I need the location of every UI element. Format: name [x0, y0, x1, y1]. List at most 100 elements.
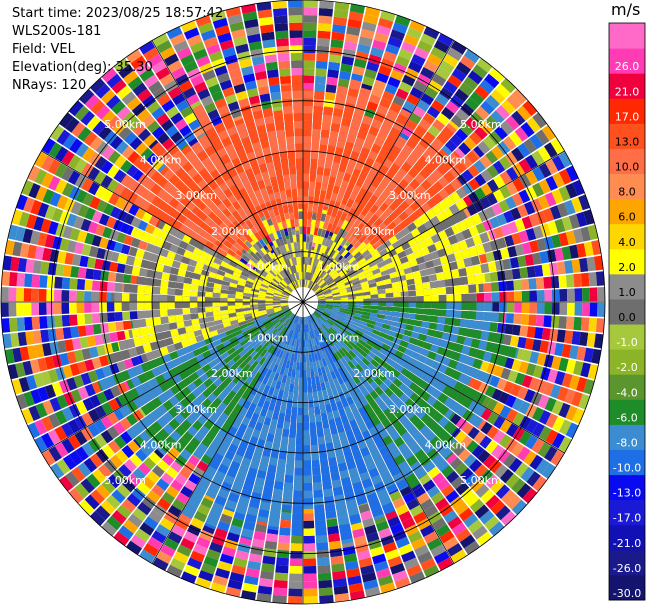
noise-gate [506, 291, 515, 302]
noise-gate [113, 408, 126, 421]
noise-gate [366, 101, 379, 112]
noise-gate [504, 438, 518, 453]
noise-gate [34, 246, 45, 260]
noise-gate [54, 276, 63, 289]
noise-gate [343, 553, 358, 563]
noise-gate [31, 288, 40, 302]
noise-gate [446, 470, 460, 484]
noise-gate [516, 483, 532, 499]
noise-gate [114, 196, 127, 209]
noise-gate [84, 313, 93, 325]
noise-gate [46, 302, 55, 315]
noise-gate [499, 120, 514, 136]
noise-gate [59, 112, 74, 129]
noise-gate [435, 497, 449, 511]
noise-gate [550, 138, 565, 155]
noise-gate [53, 289, 62, 302]
noise-gate [520, 278, 530, 290]
noise-gate [99, 281, 108, 292]
noise-gate [460, 122, 474, 137]
noise-gate [244, 575, 259, 586]
noise-gate [593, 255, 604, 271]
noise-gate [94, 367, 106, 380]
noise-gate [528, 213, 540, 227]
noise-gate [31, 274, 41, 288]
noise-gate [467, 426, 480, 440]
noise-gate [115, 140, 129, 155]
noise-gate [505, 313, 515, 324]
noise-gate [376, 567, 391, 579]
noise-gate [227, 579, 243, 590]
noise-gate [526, 326, 536, 339]
velocity-gate [303, 151, 311, 159]
noise-gate [116, 232, 127, 244]
noise-gate [471, 379, 483, 391]
noise-gate [100, 175, 113, 189]
noise-gate [40, 155, 55, 172]
noise-gate [441, 106, 455, 120]
noise-gate [34, 169, 48, 185]
noise-gate [113, 531, 130, 546]
noise-gate [423, 60, 439, 73]
noise-gate [73, 216, 85, 230]
noise-gate [40, 371, 52, 386]
noise-gate [118, 464, 132, 478]
noise-gate [100, 323, 110, 334]
noise-gate [480, 489, 495, 504]
noise-gate [557, 386, 569, 402]
noise-gate [537, 394, 550, 409]
noise-gate [79, 336, 89, 349]
noise-gate [535, 314, 545, 327]
noise-gate [33, 216, 45, 231]
noise-gate [91, 313, 101, 324]
noise-gate [303, 22, 317, 31]
noise-gate [381, 90, 395, 102]
noise-gate [290, 543, 303, 552]
noise-gate [268, 76, 280, 86]
noise-gate [507, 221, 519, 234]
noise-gate [427, 53, 443, 67]
noise-gate [84, 291, 92, 302]
velocity-gate [309, 181, 316, 190]
noise-gate [470, 478, 485, 493]
noise-gate [518, 430, 532, 446]
noise-gate [143, 543, 159, 557]
noise-gate [439, 503, 454, 517]
noise-gate [521, 242, 532, 255]
noise-gate [572, 408, 585, 425]
noise-gate [586, 256, 596, 272]
noise-gate [51, 381, 64, 397]
noise-gate [54, 146, 69, 162]
noise-gate [127, 513, 143, 528]
noise-gate [399, 485, 412, 497]
noise-gate [48, 142, 62, 158]
noise-gate [90, 510, 106, 526]
velocity-gate [320, 129, 330, 138]
noise-gate [166, 564, 183, 578]
noise-gate [480, 100, 495, 115]
noise-gate [107, 150, 121, 164]
noise-gate [390, 522, 404, 535]
velocity-gate [303, 218, 308, 227]
noise-gate [485, 150, 499, 164]
noise-gate [91, 302, 100, 313]
noise-gate [576, 376, 588, 393]
noise-gate [430, 491, 445, 505]
noise-gate [328, 61, 341, 71]
noise-gate [193, 510, 208, 523]
noise-gate [67, 170, 81, 185]
noise-gate [73, 374, 85, 388]
noise-gate [479, 510, 495, 525]
noise-gate [474, 85, 490, 100]
noise-gate [123, 459, 138, 473]
noise-gate [496, 213, 508, 226]
noise-gate [288, 588, 303, 597]
noise-gate [147, 536, 163, 551]
noise-gate [156, 550, 173, 565]
noise-gate [12, 241, 23, 257]
noise-gate [8, 271, 18, 287]
noise-gate [523, 138, 537, 154]
noise-gate [519, 267, 529, 279]
noise-gate [94, 405, 107, 419]
noise-gate [348, 11, 364, 22]
